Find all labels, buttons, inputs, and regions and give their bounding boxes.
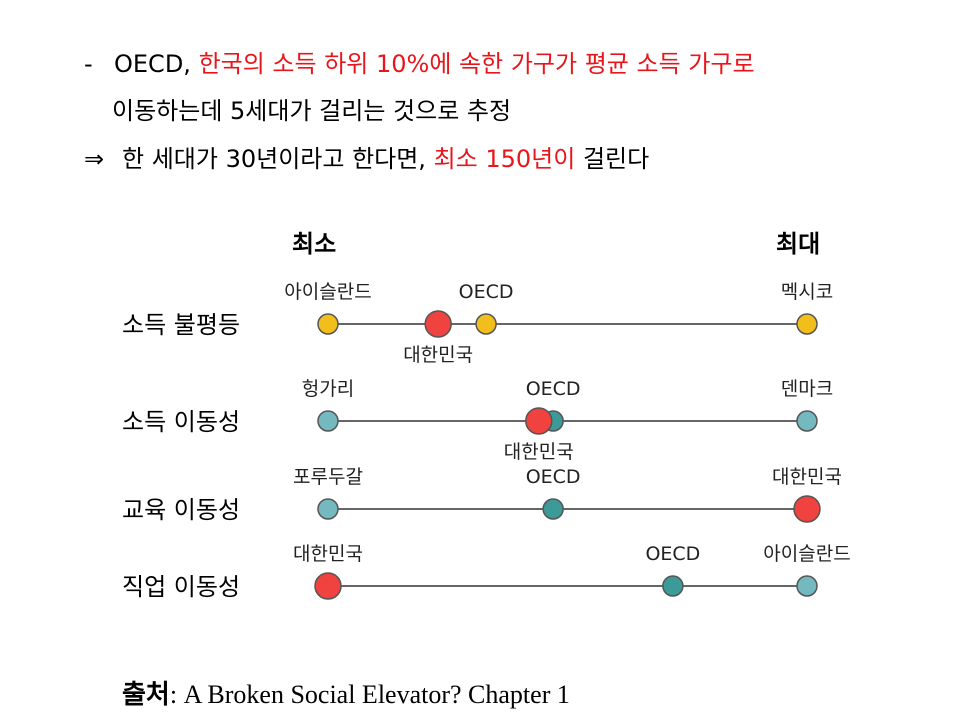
- marker-label: 멕시코: [781, 281, 833, 303]
- marker-dot: [424, 310, 452, 338]
- header-line-3: ⇒ 한 세대가 30년이라고 한다면, 최소 150년이 걸린다: [84, 144, 649, 174]
- marker-dot: [796, 313, 818, 335]
- line3-suffix: 걸린다: [575, 145, 650, 173]
- marker-label: 포루두갈: [293, 466, 363, 488]
- marker-dot: [317, 498, 339, 520]
- marker-dot: [314, 572, 342, 600]
- marker-dot: [796, 575, 818, 597]
- header-line-2: 이동하는데 5세대가 걸리는 것으로 추정: [112, 97, 512, 125]
- marker-label: OECD: [526, 466, 581, 488]
- marker-dot: [662, 575, 684, 597]
- marker-dot: [793, 495, 821, 523]
- row-label: 교육 이동성: [122, 496, 240, 524]
- row-label: 소득 이동성: [122, 408, 240, 436]
- marker-label: 아이슬란드: [284, 281, 371, 303]
- marker-label: 헝가리: [302, 378, 354, 400]
- source-prefix: 출처: [122, 680, 170, 710]
- line1-prefix: OECD,: [114, 50, 199, 78]
- row-label: 직업 이동성: [122, 573, 240, 601]
- source-text: : A Broken Social Elevator? Chapter 1: [169, 680, 570, 709]
- marker-label: 덴마크: [781, 378, 833, 400]
- marker-dot: [796, 410, 818, 432]
- marker-label: OECD: [645, 543, 700, 565]
- line3-prefix: 한 세대가 30년이라고 한다면,: [122, 145, 434, 173]
- marker-label: OECD: [459, 281, 514, 303]
- marker-label: 대한민국: [293, 543, 363, 565]
- max-label: 최대: [776, 229, 820, 258]
- marker-label: OECD: [526, 378, 581, 400]
- bullet-dash: -: [84, 50, 93, 78]
- marker-dot: [525, 407, 553, 435]
- marker-dot: [317, 313, 339, 335]
- marker-dot: [317, 410, 339, 432]
- marker-label: 아이슬란드: [763, 543, 850, 565]
- min-label: 최소: [292, 229, 336, 258]
- marker-label: 대한민국: [403, 344, 473, 366]
- line1-highlight: 한국의 소득 하위 10%에 속한 가구가 평균 소득 가구로: [198, 50, 755, 78]
- marker-label: 대한민국: [504, 441, 574, 463]
- marker-dot: [475, 313, 497, 335]
- header-line-1: - OECD, 한국의 소득 하위 10%에 속한 가구가 평균 소득 가구로: [84, 49, 755, 79]
- marker-dot: [542, 498, 564, 520]
- implies-arrow-icon: ⇒: [84, 145, 105, 173]
- line3-highlight: 최소 150년이: [433, 145, 576, 173]
- source-citation: 출처: A Broken Social Elevator? Chapter 1: [122, 674, 570, 711]
- marker-label: 대한민국: [772, 466, 842, 488]
- row-label: 소득 불평등: [122, 311, 240, 339]
